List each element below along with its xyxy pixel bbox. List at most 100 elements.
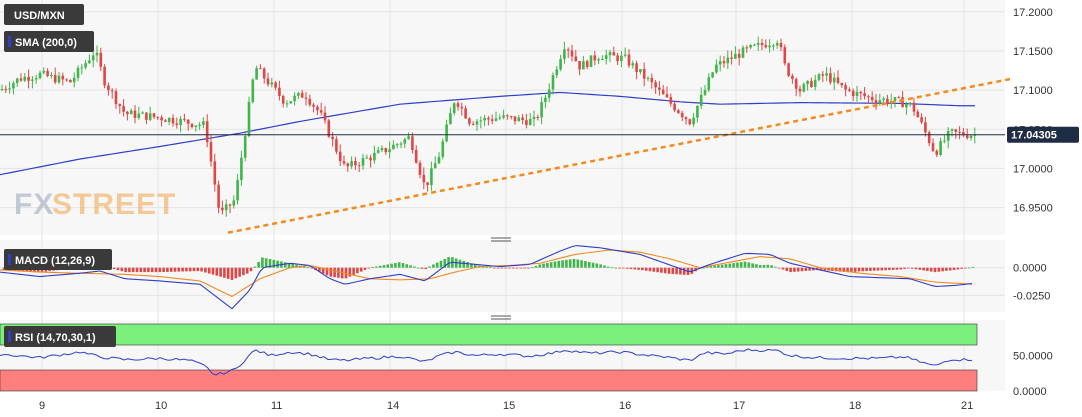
macd-histogram-bar [679,267,682,275]
macd-histogram-bar [489,267,492,269]
candle-body [183,118,186,120]
macd-histogram-bar [591,262,595,268]
candle-body [578,60,581,70]
candle-body [12,83,15,89]
candle-body [384,148,388,153]
candle-body [160,117,163,121]
macd-histogram-bar [120,267,124,272]
candle-body [217,184,220,208]
macd-histogram-bar [348,267,352,277]
macd-histogram-bar [907,267,910,269]
macd-histogram-bar [538,264,542,268]
candle-body [430,168,433,186]
macd-histogram-bar [891,267,895,270]
macd-histogram-bar [432,264,435,268]
candle-body [346,163,350,167]
macd-histogram-bar [424,267,428,270]
macd-histogram-bar [219,267,222,277]
macd-histogram-bar [709,266,713,268]
candle-body [734,53,737,59]
macd-histogram-bar [204,267,207,273]
candle-body [688,119,692,125]
candle-body [787,63,790,76]
sma-layer [0,91,975,176]
candle-body [240,157,243,181]
candle-body [342,161,346,164]
macd-histogram-bar [850,267,853,273]
candle-body [327,120,331,137]
candle-body [775,43,779,46]
macd-histogram-bar [971,266,975,268]
rsi-tag[interactable]: RSI (14,70,30,1) [4,326,116,347]
macd-histogram-bar [576,259,580,268]
sma-tag[interactable]: SMA (200,0) [4,31,94,52]
macd-histogram-bar [534,265,538,268]
fxstreet-watermark: FX STREET [14,188,175,221]
candle-body [962,132,965,136]
candle-body [863,93,866,97]
candle-body [72,77,76,83]
macd-histogram-bar [420,267,424,269]
symbol-tag[interactable]: USD/MXN [4,4,84,25]
macd-histogram-bar [956,267,960,270]
macd-histogram-bar [622,267,625,269]
candle-body [76,67,80,78]
macd-histogram-bar [363,267,367,270]
macd-histogram-bar [386,264,390,268]
macd-histogram-bar [295,264,298,268]
candle-body [582,61,585,70]
candle-body [718,61,722,65]
rsi-resize-handle[interactable] [491,315,511,320]
macd-tag[interactable]: MACD (12,26,9) [4,249,112,270]
macd-histogram-bar [249,267,253,272]
macd-histogram-bar [933,267,937,273]
candle-body [631,63,635,66]
macd-histogram-bar [736,262,739,268]
macd-histogram-bar [701,267,705,269]
candle-body [680,112,684,118]
macd-histogram-bar [812,267,815,271]
candle-body [164,120,167,122]
symbol-label: USD/MXN [14,10,65,22]
candle-body [445,124,448,142]
macd-histogram-bar [185,267,188,272]
candle-body [908,102,912,105]
macd-histogram-bar [941,267,944,272]
candle-body [570,50,574,57]
candle-body [825,73,828,76]
macd-histogram-bar [732,263,735,268]
candle-body [509,116,513,118]
candle-body [91,55,95,61]
candle-body [954,129,958,132]
macd-histogram-bar [618,267,621,269]
candle-body [335,139,338,152]
candle-body [654,82,657,88]
candle-body [916,111,920,118]
macd-histogram-bar [914,267,918,270]
candle-body [255,68,258,80]
candle-body [764,45,768,48]
candle-body [547,89,551,98]
watermark-fx: FX [14,188,54,221]
rsi-label: RSI (14,70,30,1) [15,332,96,344]
price-tick-label: 17.1000 [1013,85,1053,97]
candle-body [152,113,156,117]
candle-body [399,143,403,145]
macd-histogram-bar [291,263,295,268]
macd-histogram-bar [359,267,363,272]
macd-histogram-bar [846,267,849,273]
candle-body [855,91,859,97]
macd-resize-handle[interactable] [491,237,511,242]
macd-histogram-bar [751,263,754,268]
macd-panel [0,240,1005,312]
candle-body [198,124,201,126]
macd-line [0,245,973,310]
candle-body [684,117,688,120]
macd-histogram-bar [447,257,450,268]
candle-body [532,116,536,119]
macd-histogram-bar [230,267,234,280]
candle-body [259,68,262,70]
macd-histogram-bar [929,267,933,272]
macd-histogram-bar [519,267,523,269]
candle-body [608,52,612,56]
